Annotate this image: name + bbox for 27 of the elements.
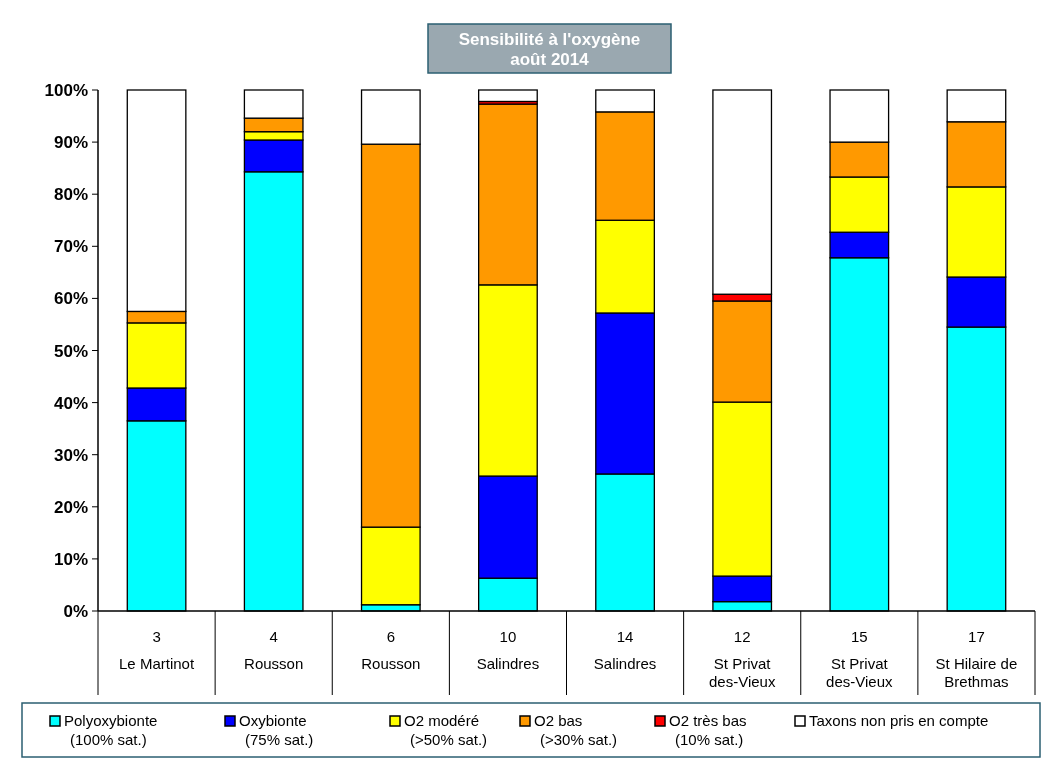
y-tick-label: 40% <box>53 393 88 413</box>
y-tick-label: 80% <box>53 185 88 205</box>
y-tick-label: 10% <box>53 549 88 569</box>
y-tick-label: 30% <box>53 445 88 465</box>
x-tick-label: 4 Rousson <box>244 628 304 672</box>
legend-label: O2 bas (>30% sat.) <box>534 712 618 748</box>
x-tick-label: 15 St Privat des-Vieux <box>826 628 894 690</box>
y-tick-label: 0% <box>63 602 88 621</box>
x-tick-label: 14 Salindres <box>593 628 657 672</box>
legend-label: O2 modéré (>50% sat.) <box>404 712 488 748</box>
x-tick-label: 12 St Privat des-Vieux <box>708 628 776 690</box>
y-tick-label: 90% <box>53 133 88 153</box>
x-tick-label: 3 Le Martinot <box>119 628 195 672</box>
y-tick-label: 50% <box>53 341 88 361</box>
bar <box>478 89 538 103</box>
legend-label: Polyoxybionte (100% sat.) <box>64 712 158 748</box>
legend-label: O2 très bas (10% sat.) <box>669 712 747 748</box>
y-tick-label: 60% <box>53 289 88 309</box>
y-tick-label: 20% <box>53 497 88 517</box>
y-tick-label: 100% <box>44 81 88 100</box>
x-tick-label: 10 Salindres <box>476 628 540 672</box>
legend-label: Oxybionte (75% sat.) <box>239 712 314 748</box>
y-tick-label: 70% <box>53 237 88 257</box>
x-tick-label: 17 St Hilaire de Brethmas <box>935 628 1018 690</box>
legend-label: Taxons non pris en compte <box>809 712 989 729</box>
x-tick-label: 6 Rousson <box>361 628 421 672</box>
chart-title: Sensibilité à l'oxygène août 2014 <box>458 30 641 69</box>
